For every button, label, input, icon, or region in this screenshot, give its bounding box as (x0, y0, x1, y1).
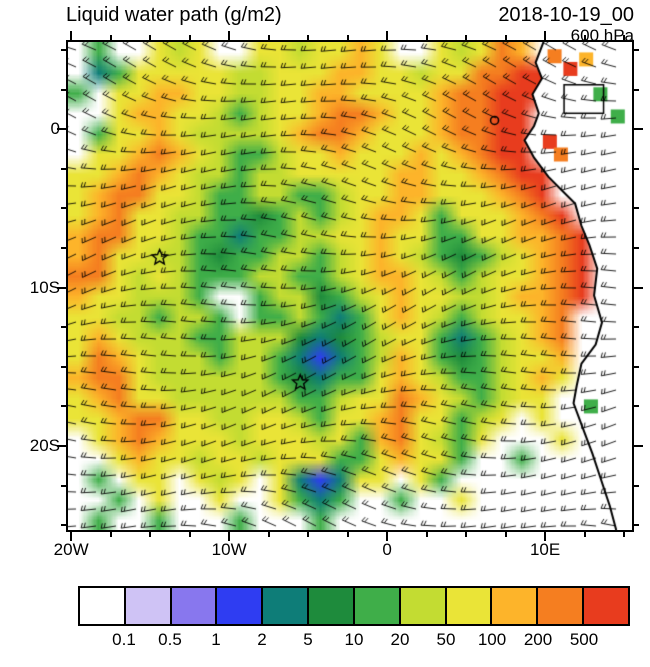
y-axis-label: 10S (29, 277, 60, 297)
axis-tick (228, 31, 231, 40)
axis-tick (504, 35, 507, 40)
axis-tick (544, 532, 547, 541)
axis-tick (634, 524, 639, 527)
y-axis-label: 20S (29, 436, 60, 456)
colorbar-label: 5 (303, 630, 313, 649)
colorbar-swatch (353, 587, 400, 625)
colorbar-swatch (445, 587, 492, 625)
axis-tick (634, 484, 639, 487)
lwp-heatmap-canvas (68, 42, 632, 530)
axis-tick (307, 532, 310, 537)
colorbar-label: 50 (436, 630, 456, 649)
colorbar-swatch (537, 587, 584, 625)
colorbar-label: 1 (211, 630, 221, 649)
axis-tick (623, 532, 626, 537)
axis-tick (504, 532, 507, 537)
axis-tick (61, 167, 66, 170)
axis-tick (149, 532, 152, 537)
axis-tick (61, 405, 66, 408)
axis-tick (634, 48, 639, 51)
axis-tick (109, 35, 112, 40)
x-axis-label: 10E (529, 540, 561, 559)
axis-tick (583, 532, 586, 537)
y-axis-label: 0 (50, 119, 60, 139)
colorbar-label: 200 (523, 630, 553, 649)
axis-tick (267, 35, 270, 40)
colorbar (78, 586, 630, 626)
colorbar-label: 2 (257, 630, 267, 649)
axis-tick (70, 31, 73, 40)
axis-tick (634, 167, 639, 170)
axis-tick (634, 88, 639, 91)
axis-tick (228, 532, 231, 541)
colorbar-swatch (262, 587, 309, 625)
axis-tick (61, 524, 66, 527)
colorbar-swatch (124, 587, 171, 625)
axis-tick (386, 31, 389, 40)
axis-tick (57, 445, 66, 448)
axis-tick (57, 286, 66, 289)
plot-datetime: 2018-10-19_00 (498, 4, 634, 26)
axis-tick (544, 31, 547, 40)
axis-tick (57, 128, 66, 131)
axis-tick (634, 286, 643, 289)
colorbar-label: 500 (569, 630, 599, 649)
axis-tick (634, 246, 639, 249)
axis-tick (346, 532, 349, 537)
axis-tick (465, 35, 468, 40)
x-axis-label: 10W (211, 540, 247, 559)
axis-tick (346, 35, 349, 40)
map-frame (66, 40, 634, 532)
axis-tick (109, 532, 112, 537)
axis-tick (634, 207, 639, 210)
colorbar-swatch (399, 587, 446, 625)
colorbar-label: 100 (477, 630, 507, 649)
x-axis-label: 0 (382, 540, 392, 559)
axis-tick (61, 207, 66, 210)
axis-tick (188, 35, 191, 40)
axis-tick (634, 128, 643, 131)
axis-tick (61, 484, 66, 487)
colorbar-swatch (308, 587, 354, 625)
axis-tick (61, 326, 66, 329)
colorbar-swatch (583, 587, 629, 625)
axis-tick (386, 532, 389, 541)
axis-tick (61, 246, 66, 249)
axis-tick (583, 35, 586, 40)
axis-tick (307, 35, 310, 40)
axis-tick (623, 35, 626, 40)
axis-tick (149, 35, 152, 40)
axis-tick (61, 365, 66, 368)
colorbar-label: 0.5 (158, 630, 182, 649)
colorbar-label: 20 (390, 630, 410, 649)
axis-tick (634, 365, 639, 368)
axis-tick (61, 48, 66, 51)
axis-tick (425, 35, 428, 40)
axis-tick (425, 532, 428, 537)
x-axis-label: 20W (53, 540, 89, 559)
page-title: Liquid water path (g/m2) (66, 4, 282, 26)
colorbar-swatch (79, 587, 125, 625)
colorbar-swatch (491, 587, 538, 625)
axis-tick (61, 88, 66, 91)
axis-tick (634, 445, 643, 448)
axis-tick (634, 326, 639, 329)
axis-tick (267, 532, 270, 537)
colorbar-swatch (216, 587, 263, 625)
axis-tick (70, 532, 73, 541)
axis-tick (634, 405, 639, 408)
axis-tick (188, 532, 191, 537)
axis-tick (465, 532, 468, 537)
colorbar-label: 10 (344, 630, 364, 649)
colorbar-label: 0.1 (112, 630, 136, 649)
colorbar-swatch (170, 587, 217, 625)
